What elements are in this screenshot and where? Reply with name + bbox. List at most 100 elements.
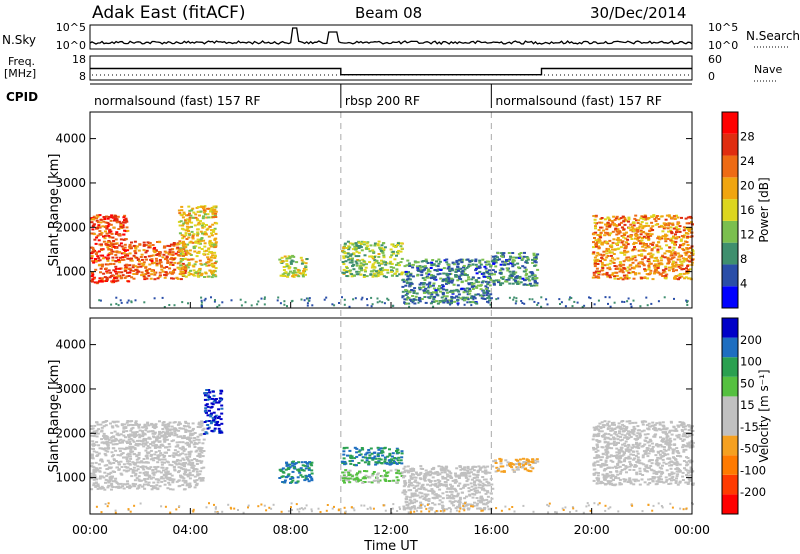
echo-cell <box>162 469 165 472</box>
echo-cell <box>446 487 450 490</box>
echo-cell <box>178 240 182 243</box>
echo-cell <box>308 473 312 476</box>
echo-cell <box>162 421 166 423</box>
echo-cell <box>656 237 660 240</box>
echo-cell <box>633 228 637 231</box>
echo-cell <box>196 426 200 428</box>
echo-cell <box>286 273 290 276</box>
echo-cell <box>417 301 420 304</box>
echo-cell <box>372 457 376 460</box>
echo-cell <box>470 304 473 307</box>
echo-cell <box>691 252 695 255</box>
echo-cell <box>439 277 443 280</box>
echo-cell <box>190 459 194 462</box>
echo-cell <box>166 261 170 264</box>
echo-cell <box>463 303 466 306</box>
echo-cell <box>623 223 627 226</box>
echo-cell <box>609 259 613 262</box>
echo-cell <box>413 287 417 290</box>
echo-cell <box>103 216 107 218</box>
echo-cell <box>454 274 458 277</box>
echo-cell <box>379 458 383 461</box>
echo-cell <box>197 438 201 441</box>
echo-cell <box>359 262 363 265</box>
echo-cell <box>455 259 459 262</box>
echo-cell <box>382 254 386 257</box>
echo-cell <box>500 252 504 255</box>
echo-cell <box>649 272 653 275</box>
echo-cell <box>143 439 147 442</box>
echo-cell <box>462 291 466 294</box>
noise-panel: N.Sky 10^5 10^0 10^5 10^0 N.Search <box>2 21 800 52</box>
echo-cell <box>464 504 468 507</box>
echo-cell <box>423 479 427 482</box>
echo-cell <box>429 484 432 487</box>
echo-cell <box>182 254 185 257</box>
echo-cell <box>671 222 675 225</box>
echo-cell <box>185 456 189 459</box>
echo-cell <box>457 504 461 507</box>
echo-cell <box>90 465 94 468</box>
echo-cell <box>190 230 194 233</box>
echo-cell <box>168 455 172 457</box>
echo-cell <box>212 230 216 233</box>
echo-cell <box>605 231 609 234</box>
echo-cell <box>167 443 171 445</box>
echo-cell <box>685 241 689 244</box>
echo-cell <box>390 455 394 458</box>
echo-cell <box>186 425 190 428</box>
echo-cell <box>100 265 104 268</box>
echo-cell <box>196 231 200 234</box>
echo-cell <box>181 262 185 265</box>
echo-cell <box>155 262 159 265</box>
echo-cell <box>105 440 109 443</box>
echo-cell <box>198 426 202 429</box>
echo-cell <box>347 248 351 251</box>
echo-cell <box>181 250 185 253</box>
echo-cell <box>622 220 626 223</box>
echo-cell <box>618 239 622 242</box>
echo-cell <box>377 461 381 464</box>
echo-cell <box>349 456 353 459</box>
echo-cell <box>490 497 494 500</box>
echo-cell <box>671 249 675 252</box>
echo-cell <box>214 299 216 302</box>
echo-cell <box>217 424 220 427</box>
echo-cell <box>100 458 104 461</box>
echo-cell <box>682 249 686 251</box>
echo-cell <box>143 256 147 258</box>
echo-cell <box>167 448 170 451</box>
echo-cell <box>189 432 193 435</box>
echo-cell <box>136 259 140 261</box>
echo-cell <box>477 281 481 284</box>
echo-cell <box>164 251 168 254</box>
echo-cell <box>95 219 99 222</box>
echo-cell <box>292 273 296 276</box>
echo-cell <box>151 441 155 444</box>
echo-cell <box>211 229 215 232</box>
echo-cell <box>640 254 644 257</box>
echo-cell <box>304 273 307 276</box>
echo-cell <box>299 474 303 477</box>
echo-cell <box>470 296 473 299</box>
nave-label: Nave <box>754 63 782 76</box>
echo-cell <box>166 433 170 435</box>
echo-cell <box>101 487 105 489</box>
echo-cell <box>647 268 651 271</box>
echo-cell <box>200 422 204 425</box>
echo-cell <box>464 296 468 299</box>
echo-cell <box>415 489 419 492</box>
echo-cell <box>211 209 215 212</box>
echo-cell <box>341 477 345 480</box>
echo-cell <box>165 272 169 275</box>
echo-cell <box>451 292 455 295</box>
echo-cell <box>409 477 413 480</box>
echo-cell <box>632 266 636 269</box>
echo-cell <box>425 260 429 263</box>
echo-cell <box>375 271 379 274</box>
echo-cell <box>674 233 677 236</box>
echo-cell <box>133 250 137 253</box>
echo-cell <box>151 476 155 479</box>
echo-cell <box>663 237 667 240</box>
echo-cell <box>653 266 657 269</box>
